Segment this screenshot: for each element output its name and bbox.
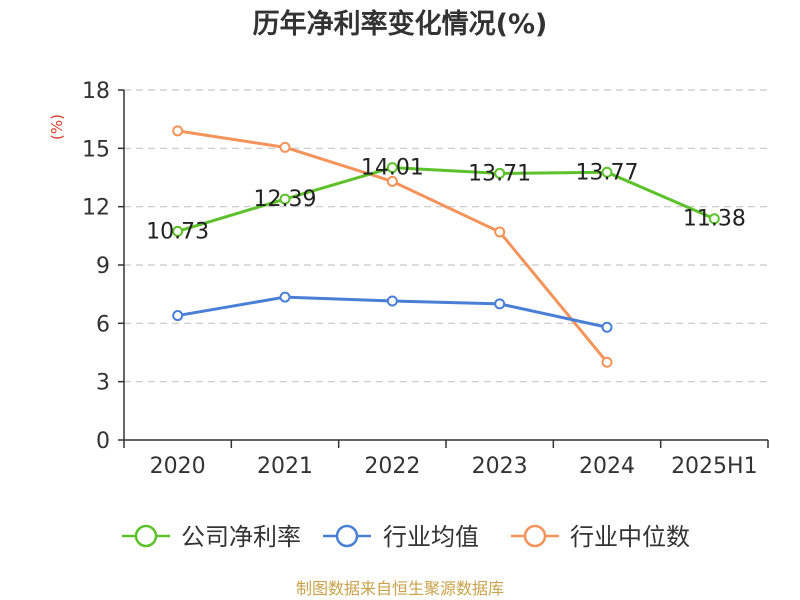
- y-tick-label: 15: [82, 137, 110, 162]
- chart-title: 历年净利率变化情况(%): [253, 8, 548, 40]
- x-tick-label: 2025H1: [671, 454, 758, 479]
- data-label: 10.73: [146, 219, 209, 244]
- legend-label: 公司净利率: [181, 523, 301, 551]
- legend-label: 行业中位数: [570, 523, 690, 551]
- x-tick-label: 2022: [364, 454, 420, 479]
- legend-label: 行业均值: [383, 523, 479, 551]
- legend-marker: [134, 524, 158, 548]
- legend-marker: [335, 524, 359, 548]
- data-point: [386, 175, 398, 187]
- data-labels: 10.73 12.39 14.01 13.71 13.77 11.38: [146, 156, 746, 245]
- data-point: [494, 226, 506, 238]
- data-point: [601, 356, 613, 368]
- legend-marker: [523, 524, 547, 548]
- legend: 公司净利率 行业均值 行业中位数: [122, 523, 690, 551]
- y-tick-label: 3: [96, 371, 110, 396]
- data-point: [601, 321, 613, 333]
- axes: 0 3 6 9 12 15 18 2020 2021 2022 2023 2024 2025H1: [82, 79, 769, 479]
- y-tick-label: 18: [82, 79, 110, 104]
- data-point: [172, 310, 184, 322]
- data-point: [601, 166, 613, 178]
- y-axis-unit: (%): [48, 114, 66, 140]
- x-tick-label: 2024: [579, 454, 635, 479]
- data-point: [494, 298, 506, 310]
- y-tick-label: 6: [96, 312, 110, 337]
- data-point: [494, 167, 506, 179]
- data-point: [279, 291, 291, 303]
- data-label: 11.38: [683, 207, 746, 232]
- y-tick-label: 9: [96, 254, 110, 279]
- data-point: [172, 225, 184, 237]
- series-layer: [172, 125, 720, 368]
- source-note: 制图数据来自恒生聚源数据库: [296, 579, 504, 598]
- data-point: [386, 295, 398, 307]
- series-line: [177, 166, 715, 233]
- data-label: 13.71: [468, 161, 531, 186]
- data-point: [386, 162, 398, 174]
- x-tick-label: 2020: [150, 454, 206, 479]
- x-tick-label: 2023: [472, 454, 528, 479]
- data-point: [279, 193, 291, 205]
- data-label: 12.39: [254, 187, 317, 212]
- data-point: [708, 213, 720, 225]
- data-point: [279, 141, 291, 153]
- y-tick-label: 0: [96, 429, 110, 454]
- data-label: 14.01: [361, 156, 424, 181]
- x-tick-label: 2021: [257, 454, 313, 479]
- data-label: 13.77: [576, 160, 639, 185]
- gridlines: [124, 89, 768, 383]
- y-tick-label: 12: [82, 196, 110, 221]
- data-point: [172, 125, 184, 137]
